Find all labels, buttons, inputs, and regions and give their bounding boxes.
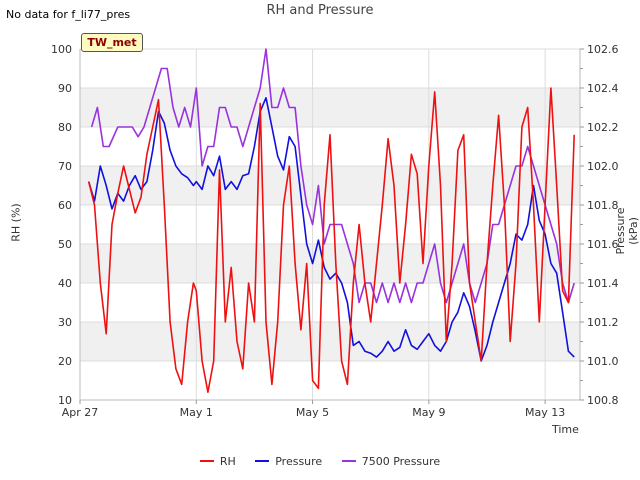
legend: RH Pressure 7500 Pressure <box>0 452 640 468</box>
legend-item-7500-pressure: 7500 Pressure <box>341 454 441 468</box>
y-right-tick-label: 101.4 <box>587 277 619 290</box>
y-left-tick-label: 20 <box>58 355 72 368</box>
y-left-tick-label: 40 <box>58 277 72 290</box>
grid-band <box>80 322 580 361</box>
y-right-tick-label: 102.0 <box>587 160 619 173</box>
series-line-7500-pressure <box>90 48 575 304</box>
legend-swatch-rh <box>199 460 214 462</box>
y-left-tick-label: 80 <box>58 121 72 134</box>
y-right-tick-label: 100.8 <box>587 394 619 407</box>
y-right-tick-label: 101.0 <box>587 355 619 368</box>
legend-label-rh: RH <box>219 454 236 468</box>
chart-title: RH and Pressure <box>266 3 374 18</box>
legend-label-7500-pressure: 7500 Pressure <box>361 454 441 468</box>
legend-label-pressure: Pressure <box>275 454 323 468</box>
y-right-tick-label: 101.8 <box>587 199 619 212</box>
y-left-tick-label: 100 <box>51 43 72 56</box>
grid-band <box>80 244 580 283</box>
y-right-tick-label: 101.6 <box>587 238 619 251</box>
x-tick-label: May 9 <box>412 406 445 419</box>
grid-band <box>80 166 580 205</box>
y-left-tick-label: 10 <box>58 394 72 407</box>
x-tick-label: Apr 27 <box>62 406 99 419</box>
x-tick-label: May 5 <box>296 406 329 419</box>
y-axis-right-label: Pressure (kPa) <box>614 207 640 255</box>
y-left-tick-label: 60 <box>58 199 72 212</box>
site-badge: TW_met <box>81 33 143 52</box>
series-line-pressure <box>87 97 575 362</box>
legend-swatch-pressure <box>255 460 270 462</box>
y-left-tick-label: 90 <box>58 82 72 95</box>
y-left-tick-label: 50 <box>58 238 72 251</box>
series-line-rh <box>87 87 575 394</box>
legend-swatch-7500-pressure <box>341 460 356 462</box>
x-tick-label: May 1 <box>180 406 213 419</box>
y-axis-left-label: RH (%) <box>9 203 23 242</box>
x-tick-label: May 13 <box>525 406 565 419</box>
y-left-tick-label: 30 <box>58 316 72 329</box>
legend-item-pressure: Pressure <box>255 455 322 468</box>
grid-band <box>80 88 580 127</box>
x-axis-label: Time <box>552 423 579 436</box>
y-left-tick-label: 70 <box>58 160 72 173</box>
no-data-note: No data for f_li77_pres <box>6 8 131 21</box>
y-right-tick-label: 101.2 <box>587 316 619 329</box>
legend-item-rh: RH <box>199 454 236 468</box>
y-right-tick-label: 102.6 <box>587 43 619 56</box>
y-right-tick-label: 102.2 <box>587 121 619 134</box>
y-right-tick-label: 102.4 <box>587 82 619 95</box>
